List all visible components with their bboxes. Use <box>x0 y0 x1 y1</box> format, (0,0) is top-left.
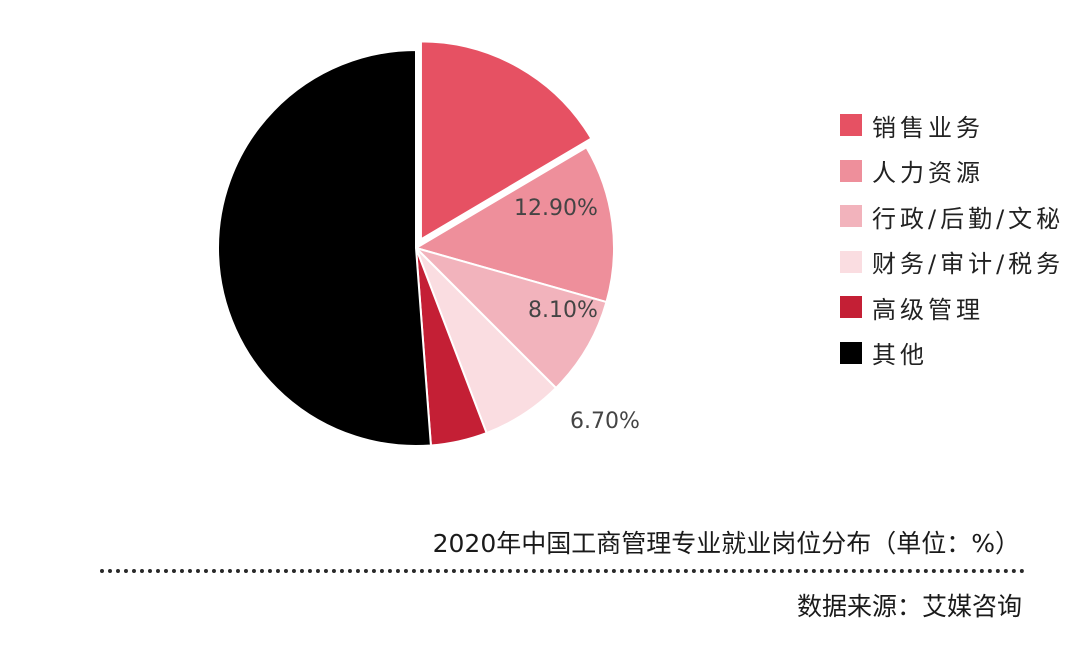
pie-slice <box>412 245 608 390</box>
slice-value-label: 8.10% <box>528 298 598 323</box>
legend-label: 其他 <box>872 341 928 369</box>
legend-item: 人力资源 <box>840 156 1064 187</box>
legend-label: 高级管理 <box>872 295 984 324</box>
data-source: 数据来源：艾媒咨询 <box>796 592 1022 621</box>
slice-value-label: 12.90% <box>514 196 598 221</box>
slice-value-label: 6.70% <box>570 409 640 434</box>
legend-item: 销售业务 <box>840 110 1064 142</box>
legend-swatch <box>840 114 862 136</box>
legend-swatch <box>840 341 862 364</box>
legend-label: 行政/后勤/文秘 <box>872 204 1065 233</box>
legend-label: 财务/审计/税务 <box>872 250 1065 278</box>
legend-label: 人力资源 <box>872 159 984 187</box>
legend-item: 高级管理 <box>840 292 1064 324</box>
legend-item: 行政/后勤/文秘 <box>840 201 1065 233</box>
chart-title: 2020年中国工商管理专业就业岗位分布（单位：%） <box>432 529 1020 558</box>
dotted-divider <box>100 569 1025 573</box>
legend-item: 其他 <box>840 338 1064 369</box>
legend-swatch <box>840 159 862 182</box>
legend-swatch <box>840 250 862 273</box>
legend-swatch <box>840 205 862 227</box>
legend-swatch <box>840 296 862 318</box>
legend-item: 财务/审计/税务 <box>840 247 1065 278</box>
legend-label: 销售业务 <box>872 113 984 142</box>
pie-chart: 12.90% 8.10% 6.70% <box>217 40 640 447</box>
pie-slice <box>217 48 432 447</box>
chart-legend: 销售业务人力资源行政/后勤/文秘 财务/审计/税务 高级管理其他 <box>840 110 1064 383</box>
pie-slice <box>413 145 615 304</box>
pie-slice <box>419 40 593 242</box>
